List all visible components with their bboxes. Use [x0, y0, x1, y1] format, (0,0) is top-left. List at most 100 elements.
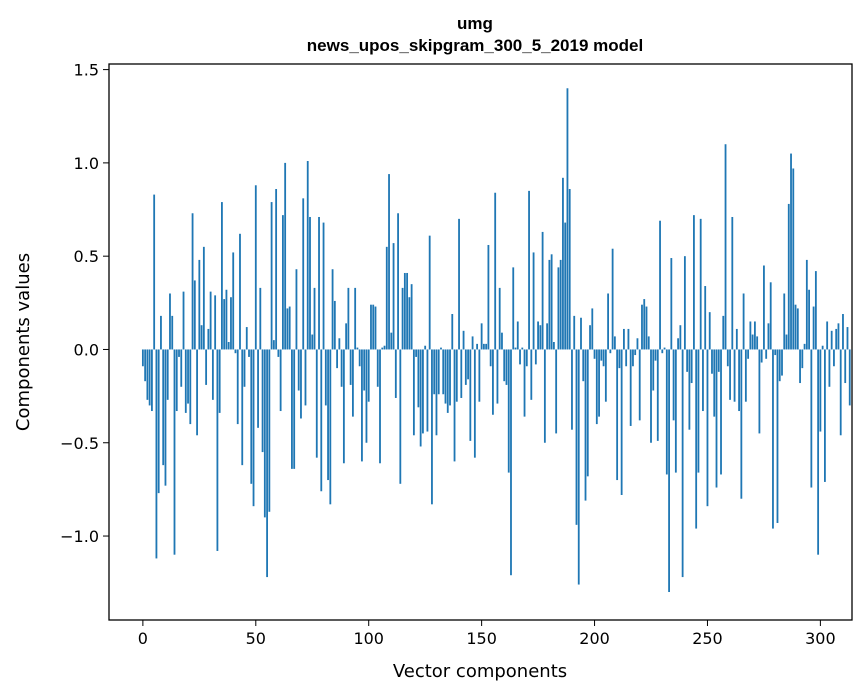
bar — [591, 308, 594, 350]
chart-title: umg — [457, 14, 493, 33]
bar — [320, 349, 323, 492]
bar — [200, 325, 203, 350]
bar — [304, 349, 307, 406]
bar — [372, 304, 375, 350]
x-tick-label: 0 — [138, 629, 148, 648]
bar — [525, 349, 528, 367]
bar — [503, 349, 506, 382]
bar — [747, 349, 750, 359]
bar — [537, 321, 539, 350]
bar — [824, 349, 826, 482]
bar — [444, 349, 447, 404]
bar — [327, 349, 329, 481]
bar — [171, 315, 174, 350]
bar — [184, 349, 187, 413]
bar — [826, 321, 829, 350]
bar — [620, 349, 623, 495]
bar — [401, 287, 404, 350]
bar — [711, 349, 713, 374]
y-tick-label: −0.5 — [60, 434, 99, 453]
bar — [295, 269, 298, 350]
bar — [293, 349, 296, 469]
bar — [729, 349, 731, 400]
bar — [408, 297, 411, 350]
bar — [799, 349, 801, 384]
bar — [604, 349, 607, 402]
bar — [338, 338, 341, 350]
bar — [688, 349, 691, 430]
bar — [724, 144, 727, 350]
bar — [514, 347, 517, 350]
bar — [523, 349, 526, 417]
bar — [221, 202, 223, 350]
bar — [805, 259, 808, 350]
bar — [543, 349, 546, 443]
bar — [580, 317, 582, 350]
bar — [528, 190, 530, 350]
bar — [397, 213, 399, 350]
y-tick-label: 0.0 — [74, 340, 99, 359]
bar — [469, 349, 472, 441]
bar — [166, 349, 169, 400]
bar — [286, 308, 289, 350]
bar — [595, 349, 598, 425]
bar — [148, 349, 151, 406]
bar — [636, 338, 639, 350]
bar — [613, 336, 616, 350]
bar — [482, 343, 485, 350]
bar — [821, 345, 824, 350]
bar — [792, 168, 795, 350]
bar — [672, 349, 675, 421]
bar — [442, 349, 445, 395]
bar — [433, 349, 436, 395]
bar — [417, 349, 420, 408]
bar — [586, 349, 589, 477]
bar — [428, 235, 431, 350]
bar — [406, 272, 409, 350]
plot-frame — [108, 63, 853, 621]
bar — [566, 88, 569, 350]
bar — [683, 256, 686, 350]
bar — [629, 349, 632, 426]
bar — [306, 161, 309, 350]
x-tick-label: 150 — [466, 629, 497, 648]
x-axis-label: Vector components — [393, 661, 567, 682]
bar — [844, 349, 847, 384]
bar — [717, 349, 720, 372]
bar — [254, 185, 257, 350]
bar — [706, 349, 709, 507]
bar — [489, 349, 492, 367]
bar — [146, 349, 149, 400]
bar — [471, 336, 474, 350]
bar — [144, 349, 147, 382]
bar — [157, 349, 160, 494]
bar — [609, 349, 612, 354]
bar — [819, 349, 822, 432]
bar — [315, 349, 318, 458]
bar — [394, 349, 397, 398]
bar — [557, 267, 560, 350]
bar — [733, 349, 736, 402]
bar — [663, 347, 666, 350]
bar — [598, 349, 600, 417]
bar — [345, 323, 348, 350]
bar — [627, 328, 630, 350]
bar — [564, 222, 567, 350]
bar — [141, 349, 144, 367]
bar — [785, 334, 788, 350]
y-axis-label: Components values — [13, 253, 34, 431]
bar — [329, 349, 332, 505]
bar — [573, 315, 576, 350]
bar — [769, 282, 772, 350]
bar — [681, 349, 684, 578]
bar — [379, 349, 381, 464]
bar — [546, 323, 549, 350]
bar — [496, 349, 499, 404]
bar — [670, 258, 673, 350]
bar — [284, 162, 287, 350]
bar — [196, 349, 198, 436]
bar — [365, 349, 368, 443]
bar — [214, 295, 217, 350]
bar — [650, 349, 652, 443]
